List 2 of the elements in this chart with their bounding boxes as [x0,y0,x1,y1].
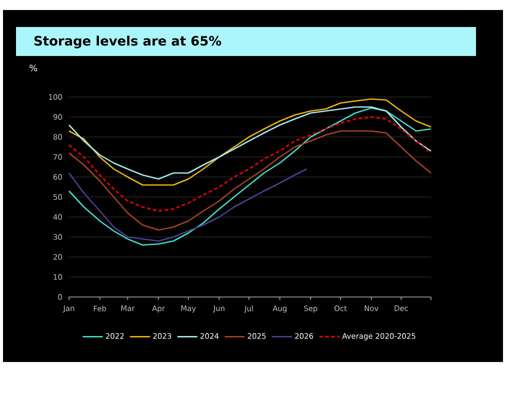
y-axis-title: % [30,64,38,72]
chart-title: Storage levels are at 65% [34,36,222,48]
